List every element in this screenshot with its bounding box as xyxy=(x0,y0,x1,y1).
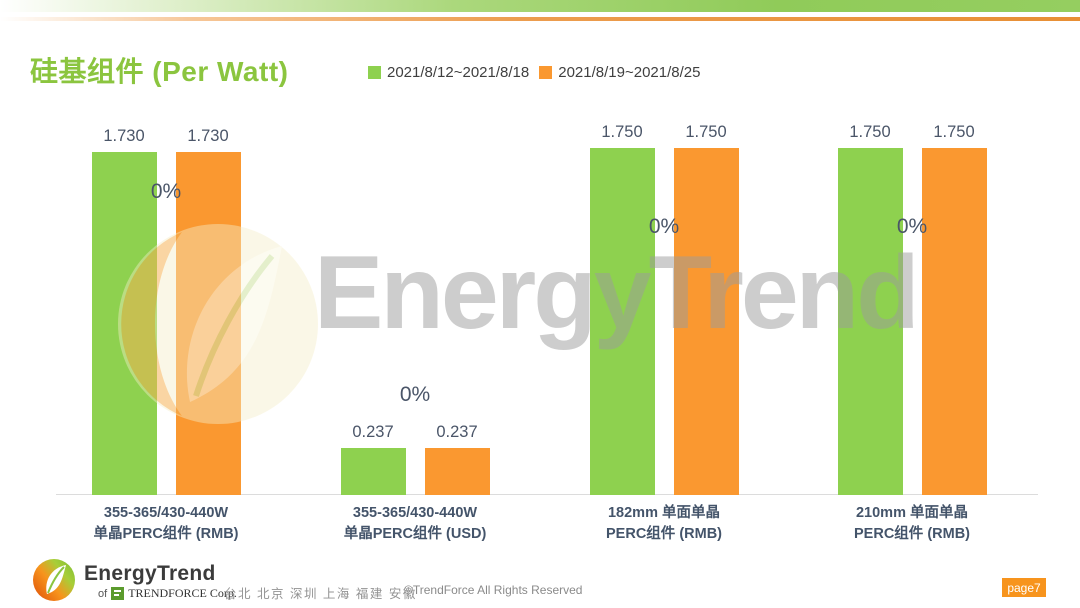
footer-locations: 台北 北京 深圳 上海 福建 安徽 xyxy=(224,587,417,601)
footer-of-label: of xyxy=(98,587,108,600)
page-title: 硅基组件 (Per Watt) xyxy=(30,56,289,87)
legend-item-week2: 2021/8/19~2021/8/25 xyxy=(539,64,700,81)
value-label-group1-series1: 1.730 xyxy=(103,127,145,145)
value-label-group4-series1: 1.750 xyxy=(849,123,891,141)
energytrend-logo-icon xyxy=(31,557,77,608)
footer-copyright: ©TrendForce All Rights Reserved xyxy=(404,583,583,597)
category-label-group2: 355-365/430-440W 单晶PERC组件 (USD) xyxy=(343,505,487,543)
bar-group4-series2 xyxy=(921,148,987,495)
change-pct-label-group4: 0% xyxy=(896,215,928,238)
value-label-group3-series2: 1.750 xyxy=(685,123,727,141)
legend-label-week2: 2021/8/19~2021/8/25 xyxy=(558,64,701,81)
change-pct-label-group1: 0% xyxy=(150,180,182,203)
change-pct-label-group2: 0% xyxy=(399,383,431,406)
bar-group1-series1 xyxy=(91,152,157,495)
value-label-group4-series2: 1.750 xyxy=(933,123,975,141)
legend-item-week1: 2021/8/12~2021/8/18 xyxy=(368,64,529,81)
bar-group4-series1 xyxy=(837,148,903,495)
bar-group2-series2 xyxy=(424,448,490,495)
top-orange-line xyxy=(0,17,1080,21)
x-axis-line xyxy=(56,494,1038,495)
legend-label-week1: 2021/8/12~2021/8/18 xyxy=(387,64,530,81)
bar-group2-series1 xyxy=(340,448,406,495)
page-number-badge: page7 xyxy=(1002,578,1046,597)
legend-swatch-orange-icon xyxy=(539,66,553,79)
category-label-group3: 182mm 单面单晶 PERC组件 (RMB) xyxy=(606,505,722,543)
footer-trendforce-label: TRENDFORCE Corp. xyxy=(128,586,237,600)
value-label-group2-series2: 0.237 xyxy=(436,423,478,441)
bar-group3-series1 xyxy=(589,148,655,495)
category-label-group1: 355-365/430-440W 单晶PERC组件 (RMB) xyxy=(93,505,239,543)
watermark-leaf-logo-icon xyxy=(112,218,324,435)
value-label-group2-series1: 0.237 xyxy=(352,423,394,441)
top-green-bar xyxy=(0,0,1080,12)
legend-swatch-green-icon xyxy=(368,66,381,79)
footer-brand-name: EnergyTrend xyxy=(84,562,216,585)
category-label-group4: 210mm 单面单晶 PERC组件 (RMB) xyxy=(854,505,970,543)
value-label-group1-series2: 1.730 xyxy=(187,127,229,145)
value-label-group3-series1: 1.750 xyxy=(601,123,643,141)
change-pct-label-group3: 0% xyxy=(648,215,680,238)
bar-group3-series2 xyxy=(673,148,739,495)
trendforce-logo-icon xyxy=(111,587,125,600)
footer-brand-subline: of TRENDFORCE Corp. xyxy=(98,586,237,601)
watermark-text: EnergyTrend xyxy=(314,235,920,351)
chart-legend: 2021/8/12~2021/8/18 2021/8/19~2021/8/25 xyxy=(368,64,700,81)
